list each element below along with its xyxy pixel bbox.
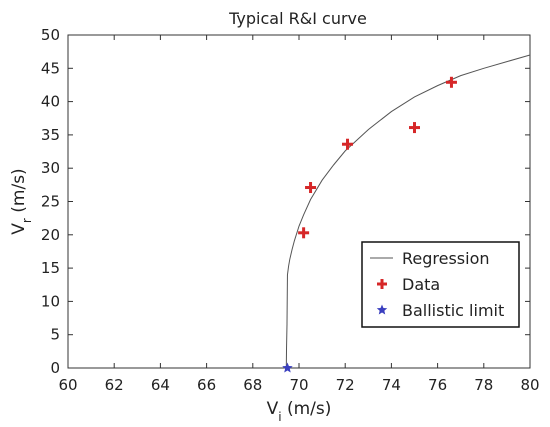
data-point bbox=[445, 76, 457, 88]
x-tick-label: 80 bbox=[520, 376, 539, 394]
regression-line bbox=[285, 54, 531, 369]
x-tick-label: 62 bbox=[105, 376, 124, 394]
legend-entry-label: Regression bbox=[402, 249, 490, 268]
plus-vertical bbox=[346, 138, 350, 150]
x-tick-label: 78 bbox=[474, 376, 493, 394]
data-point bbox=[342, 138, 354, 150]
y-tick-label: 50 bbox=[41, 26, 60, 44]
series-layer bbox=[282, 54, 531, 373]
y-tick-label: 20 bbox=[41, 226, 60, 244]
x-axis-ticks: 60 62 64 66 68 70 72 74 76 78 80 bbox=[58, 35, 540, 394]
legend-entry-label: Data bbox=[402, 275, 440, 294]
y-tick-label: 40 bbox=[41, 93, 60, 111]
y-tick-label: 15 bbox=[41, 259, 60, 277]
y-tick-label: 0 bbox=[50, 359, 60, 377]
y-tick-label: 30 bbox=[41, 159, 60, 177]
x-tick-label: 76 bbox=[428, 376, 447, 394]
x-tick-label: 72 bbox=[336, 376, 355, 394]
x-tick-label: 66 bbox=[197, 376, 216, 394]
plus-vertical bbox=[302, 227, 306, 239]
plus-vertical bbox=[413, 122, 416, 134]
y-tick-label: 5 bbox=[50, 326, 60, 344]
data-point bbox=[298, 227, 310, 239]
y-tick-label: 25 bbox=[41, 193, 60, 211]
legend-data-swatch bbox=[377, 279, 387, 289]
x-tick-label: 70 bbox=[289, 376, 308, 394]
x-axis-label: Vi (m/s) bbox=[267, 399, 332, 424]
plus-vertical bbox=[309, 182, 313, 194]
plus-vertical bbox=[380, 279, 384, 289]
legend: Regression Data Ballistic limit bbox=[361, 241, 520, 328]
data-point bbox=[409, 122, 420, 134]
x-tick-label: 64 bbox=[151, 376, 170, 394]
y-axis-label: Vr (m/s) bbox=[9, 168, 34, 234]
x-tick-label: 60 bbox=[58, 376, 77, 394]
legend-ballistic-swatch bbox=[376, 304, 388, 315]
legend-box bbox=[361, 241, 520, 328]
y-axis-ticks: 0 5 10 15 20 25 30 35 40 45 50 bbox=[41, 26, 530, 377]
chart-title: Typical R&I curve bbox=[228, 9, 367, 28]
x-tick-label: 68 bbox=[243, 376, 262, 394]
data-point bbox=[305, 182, 317, 194]
x-tick-label: 74 bbox=[382, 376, 401, 394]
y-tick-label: 45 bbox=[41, 59, 60, 77]
plus-vertical bbox=[449, 76, 453, 88]
y-tick-label: 35 bbox=[41, 126, 60, 144]
ballistic-limit-point bbox=[282, 362, 293, 373]
legend-entry-label: Ballistic limit bbox=[402, 301, 504, 320]
y-tick-label: 10 bbox=[41, 292, 60, 310]
